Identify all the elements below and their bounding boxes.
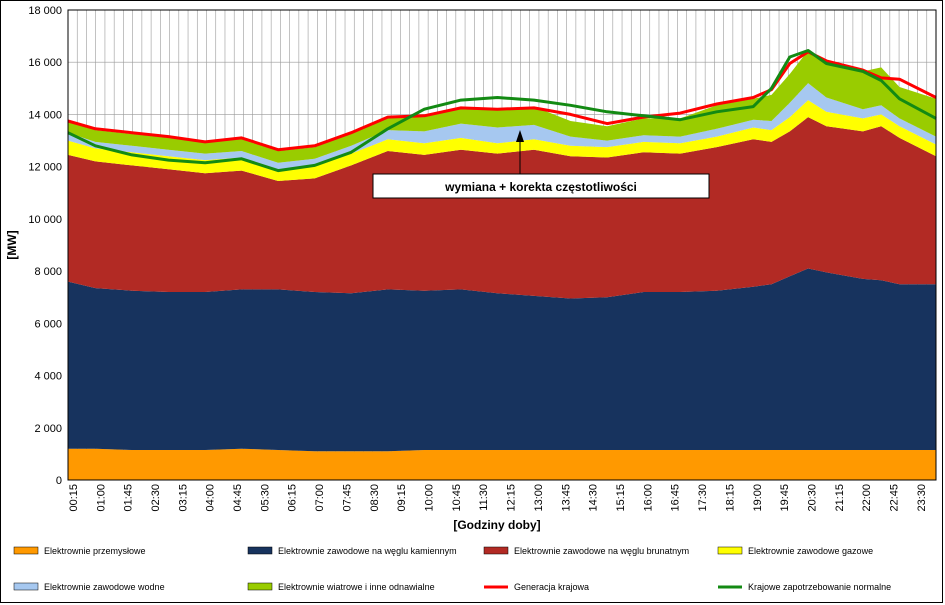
legend-entry: Elektrownie zawodowe na węglu brunatnym: [514, 546, 689, 556]
x-tick-label: 13:00: [533, 484, 545, 512]
legend-entry: Elektrownie zawodowe na węglu kamiennym: [278, 546, 457, 556]
x-axis-label: [Godziny doby]: [453, 518, 540, 532]
x-tick-label: 14:30: [588, 484, 600, 512]
x-tick-label: 03:15: [177, 484, 189, 512]
legend-swatch: [717, 546, 743, 555]
y-tick-label: 18 000: [28, 5, 62, 17]
y-tick-label: 12 000: [28, 162, 62, 174]
y-tick-label: 4 000: [34, 371, 62, 383]
y-tick-label: 6 000: [34, 318, 62, 330]
area-series-4: [68, 100, 936, 181]
x-tick-label: 10:45: [451, 484, 463, 512]
x-tick-label: 21:15: [834, 484, 846, 512]
x-tick-label: 17:30: [697, 484, 709, 512]
x-tick-label: 01:45: [123, 484, 135, 512]
x-tick-label: 16:45: [670, 484, 682, 512]
legend-entry: Elektrownie zawodowe gazowe: [748, 546, 873, 556]
y-tick-label: 14 000: [28, 109, 62, 121]
x-tick-label: 10:00: [424, 484, 436, 512]
annotation-box: [372, 173, 710, 199]
x-tick-label: 01:00: [95, 484, 107, 512]
legend-swatch: [13, 582, 39, 591]
y-tick-label: 8 000: [34, 266, 62, 278]
legend-entry: Elektrownie zawodowe wodne: [44, 582, 165, 592]
x-tick-label: 11:30: [478, 484, 490, 511]
y-tick-label: 0: [56, 475, 62, 487]
x-tick-label: 19:45: [779, 484, 791, 512]
area-series-6: [68, 50, 936, 163]
x-tick-label: 02:30: [150, 484, 162, 512]
y-axis-label: [MW]: [5, 230, 19, 259]
legend-swatch: [247, 582, 273, 591]
x-tick-label: 07:45: [341, 484, 353, 512]
legend-swatch: [247, 546, 273, 555]
y-tick-label: 16 000: [28, 57, 62, 69]
annotation-text: wymiana + korekta częstotliwości: [444, 180, 637, 194]
x-tick-label: 09:15: [396, 484, 408, 512]
x-tick-label: 08:30: [369, 484, 381, 512]
area-series-1: [68, 448, 936, 480]
x-tick-label: 12:15: [506, 484, 518, 512]
x-tick-label: 18:15: [724, 484, 736, 512]
legend-entry: Elektrownie wiatrowe i inne odnawialne: [278, 582, 435, 592]
area-series-3: [68, 117, 936, 299]
legend-entry: Elektrownie przemysłowe: [44, 546, 146, 556]
y-tick-label: 2 000: [34, 423, 62, 435]
y-tick-label: 10 000: [28, 214, 62, 226]
x-tick-label: 13:45: [560, 484, 572, 512]
annotation-arrowhead: [516, 130, 524, 142]
x-tick-label: 00:15: [68, 484, 80, 512]
x-tick-label: 04:45: [232, 484, 244, 512]
area-series-2: [68, 268, 936, 452]
x-tick-label: 19:00: [752, 484, 764, 512]
area-series-5: [68, 83, 936, 170]
x-tick-label: 22:00: [861, 484, 873, 512]
x-tick-label: 05:30: [259, 484, 271, 512]
plot-border: [67, 9, 937, 481]
x-tick-label: 04:00: [205, 484, 217, 512]
legend-entry: Generacja krajowa: [514, 582, 589, 592]
x-tick-label: 23:30: [916, 484, 928, 512]
x-tick-label: 16:00: [642, 484, 654, 512]
x-tick-label: 15:15: [615, 484, 627, 512]
line-series-2: [67, 49, 937, 173]
legend-entry: Krajowe zapotrzebowanie normalne: [748, 582, 891, 592]
x-tick-label: 22:45: [889, 484, 901, 512]
legend-swatch: [483, 546, 509, 555]
legend-swatch: [13, 546, 39, 555]
x-tick-label: 20:30: [806, 484, 818, 512]
x-tick-label: 07:00: [314, 484, 326, 512]
x-tick-label: 06:15: [287, 484, 299, 512]
